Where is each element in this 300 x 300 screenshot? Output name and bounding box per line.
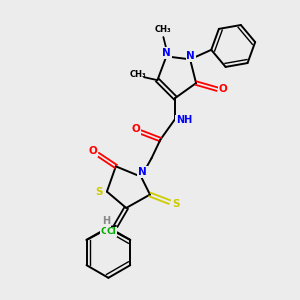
Text: CH₃: CH₃ bbox=[155, 25, 172, 34]
Text: S: S bbox=[172, 200, 180, 209]
Text: H: H bbox=[102, 216, 110, 226]
Text: CH₃: CH₃ bbox=[130, 70, 146, 79]
Text: N: N bbox=[138, 167, 147, 177]
Text: O: O bbox=[88, 146, 97, 157]
Text: O: O bbox=[131, 124, 140, 134]
Text: N: N bbox=[162, 48, 171, 58]
Text: NH: NH bbox=[176, 115, 192, 125]
Text: Cl: Cl bbox=[101, 227, 110, 236]
Text: O: O bbox=[218, 84, 227, 94]
Text: N: N bbox=[186, 51, 195, 61]
Text: Cl: Cl bbox=[106, 227, 116, 236]
Text: S: S bbox=[96, 187, 103, 197]
